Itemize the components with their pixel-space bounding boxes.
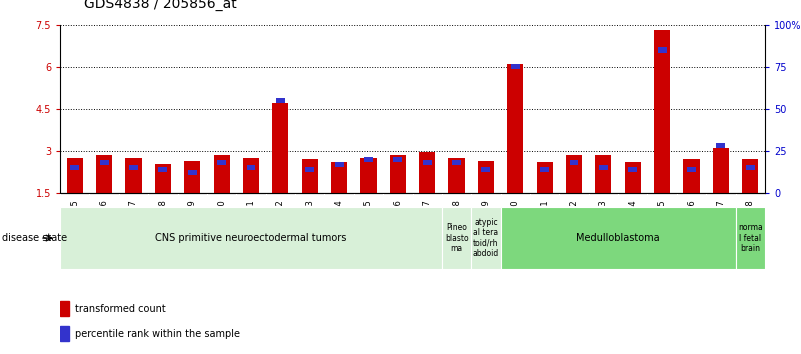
Bar — [746, 165, 755, 170]
Bar — [60, 207, 442, 269]
Bar — [687, 167, 696, 172]
Bar — [658, 47, 666, 52]
Bar — [305, 167, 314, 172]
Bar — [276, 98, 285, 103]
Bar — [713, 148, 729, 193]
Bar — [449, 158, 465, 193]
Bar — [335, 162, 344, 167]
Text: CNS primitive neuroectodermal tumors: CNS primitive neuroectodermal tumors — [155, 233, 347, 243]
Bar — [155, 164, 171, 193]
Bar — [159, 167, 167, 172]
Bar — [99, 160, 109, 165]
Text: Pineo
blasto
ma: Pineo blasto ma — [445, 223, 469, 253]
Text: transformed count: transformed count — [75, 304, 166, 314]
Bar — [501, 207, 735, 269]
Bar — [683, 159, 699, 193]
Bar — [390, 155, 406, 193]
Bar — [442, 207, 471, 269]
Bar — [272, 103, 288, 193]
Text: disease state: disease state — [2, 233, 66, 243]
Bar — [331, 162, 347, 193]
Bar — [126, 158, 142, 193]
Bar — [452, 160, 461, 165]
Bar — [625, 162, 641, 193]
Text: GDS4838 / 205856_at: GDS4838 / 205856_at — [84, 0, 237, 11]
Bar — [599, 165, 608, 170]
Bar — [654, 30, 670, 193]
Bar — [360, 158, 376, 193]
Bar — [595, 155, 611, 193]
Bar — [96, 155, 112, 193]
Bar — [735, 207, 765, 269]
Text: percentile rank within the sample: percentile rank within the sample — [75, 329, 239, 338]
Text: atypic
al tera
toid/rh
abdoid: atypic al tera toid/rh abdoid — [473, 218, 499, 258]
Bar — [537, 162, 553, 193]
Bar — [507, 64, 523, 193]
Bar — [478, 161, 494, 193]
Bar — [471, 207, 501, 269]
Bar — [393, 157, 402, 162]
Bar — [187, 170, 197, 175]
Bar — [364, 157, 373, 162]
Bar — [60, 301, 69, 316]
Bar — [60, 326, 69, 341]
Bar — [481, 167, 490, 172]
Bar — [511, 64, 520, 69]
Text: Medulloblastoma: Medulloblastoma — [576, 233, 660, 243]
Bar — [70, 165, 79, 170]
Bar — [743, 159, 759, 193]
Bar — [716, 143, 726, 148]
Bar — [217, 160, 226, 165]
Bar — [566, 155, 582, 193]
Bar — [66, 158, 83, 193]
Bar — [243, 158, 259, 193]
Text: norma
l fetal
brain: norma l fetal brain — [738, 223, 763, 253]
Bar — [247, 165, 256, 170]
Bar — [570, 160, 578, 165]
Bar — [302, 159, 318, 193]
Bar — [419, 152, 435, 193]
Bar — [540, 167, 549, 172]
Bar — [423, 160, 432, 165]
Bar — [214, 155, 230, 193]
Bar — [184, 161, 200, 193]
Bar — [129, 165, 138, 170]
Bar — [628, 167, 638, 172]
